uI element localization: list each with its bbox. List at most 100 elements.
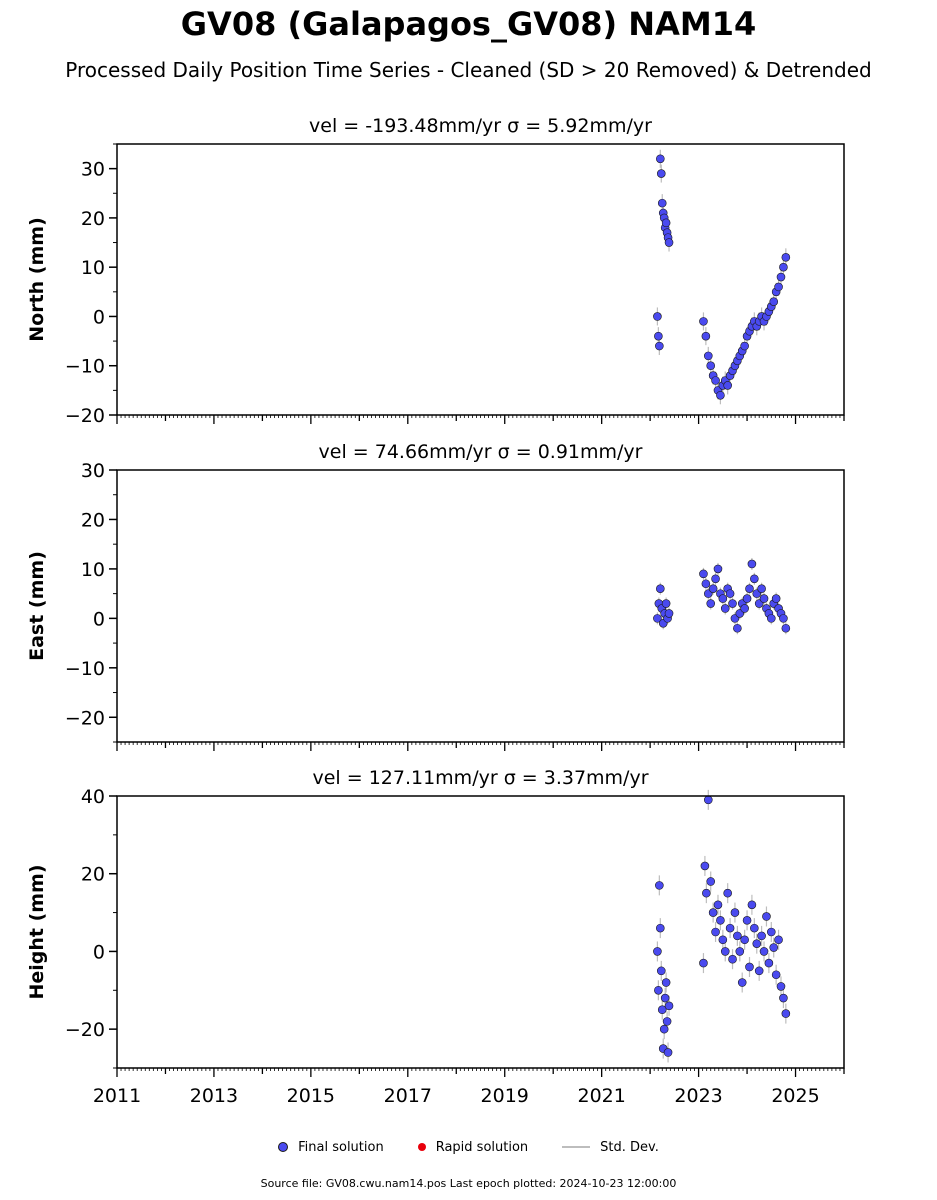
plot-frame-2 (116, 795, 845, 1069)
y-tick-label-0-3: 10 (81, 257, 105, 279)
plot-frame-1 (116, 469, 845, 743)
data-point (725, 923, 735, 933)
data-point (733, 623, 742, 633)
data-point (740, 341, 749, 351)
legend-rapid-label: Rapid solution (435, 1139, 529, 1155)
y-tick-label-0-1: −10 (65, 356, 105, 378)
legend: Final solution Rapid solution Std. Dev. (0, 1136, 937, 1158)
data-point (737, 978, 747, 987)
data-point (769, 297, 779, 306)
panel-title-1: vel = 74.66mm/yr σ = 0.91mm/yr (319, 441, 643, 463)
data-point (656, 966, 666, 976)
y-axis-label-2: Height (mm) (26, 864, 48, 999)
data-point (656, 169, 666, 178)
data-point (703, 351, 713, 361)
data-point (706, 877, 716, 886)
data-point (661, 218, 671, 228)
y-tick-label-2-2: 20 (81, 864, 105, 886)
page-subtitle: Processed Daily Position Time Series - C… (65, 58, 872, 82)
x-tick-label-6: 2023 (674, 1085, 722, 1107)
x-tick-label-4: 2019 (481, 1085, 529, 1107)
data-point (700, 861, 710, 871)
y-tick-label-1-4: 20 (81, 509, 105, 531)
data-point (718, 594, 728, 603)
legend-rapid: Rapid solution (417, 1139, 529, 1155)
data-point (657, 1005, 667, 1015)
data-point (776, 272, 786, 282)
data-point (716, 916, 725, 925)
data-point (656, 584, 665, 593)
legend-std: Std. Dev. (562, 1140, 659, 1155)
data-point (660, 993, 670, 1003)
data-point (742, 594, 752, 603)
data-point (733, 931, 742, 941)
x-tick-label-5: 2021 (577, 1085, 625, 1107)
std-dev-line-icon (562, 1146, 591, 1148)
data-point (759, 947, 769, 956)
y-tick-label-2-0: −20 (65, 1019, 105, 1041)
data-point (655, 881, 664, 890)
data-point (723, 888, 732, 898)
data-point (699, 958, 708, 968)
data-point (711, 927, 720, 937)
data-point (766, 614, 776, 623)
data-point (774, 282, 783, 292)
y-tick-label-1-3: 10 (81, 559, 105, 581)
y-tick-label-1-1: −10 (65, 658, 105, 680)
x-tick-label-7: 2025 (771, 1085, 819, 1107)
data-point (723, 381, 732, 390)
page-title: GV08 (Galapagos_GV08) NAM14 (180, 5, 757, 43)
data-point (779, 614, 788, 623)
y-tick-label-1-5: 30 (81, 460, 105, 482)
data-point (653, 312, 662, 321)
data-point (713, 564, 723, 574)
data-point (745, 584, 754, 593)
data-point (708, 908, 718, 917)
data-point (654, 985, 663, 995)
data-point (764, 958, 774, 968)
y-tick-label-1-2: 0 (93, 608, 105, 630)
data-point (730, 908, 740, 917)
data-point (664, 609, 674, 618)
data-point (718, 935, 728, 945)
data-point (747, 559, 757, 569)
data-point (711, 376, 720, 385)
data-point (661, 978, 671, 987)
y-tick-label-2-3: 40 (81, 786, 105, 808)
data-point (711, 574, 720, 584)
data-point (706, 361, 716, 371)
data-point (663, 1048, 673, 1057)
data-point (662, 1017, 672, 1026)
y-tick-label-0-2: 0 (93, 306, 105, 328)
data-point (771, 594, 781, 603)
data-point (735, 947, 745, 956)
y-tick-label-0-5: 30 (81, 159, 105, 181)
data-point (757, 931, 766, 941)
y-tick-label-1-0: −20 (65, 707, 105, 729)
final-solution-marker-icon (278, 1142, 289, 1152)
x-tick-label-2: 2015 (287, 1085, 335, 1107)
data-point (781, 623, 791, 633)
data-point (728, 599, 737, 608)
data-point (776, 982, 786, 991)
data-point (759, 594, 769, 603)
legend-std-label: Std. Dev. (600, 1139, 659, 1155)
data-point (779, 262, 788, 272)
data-point (659, 1024, 669, 1034)
data-point (713, 900, 723, 910)
data-point (656, 154, 665, 164)
data-point (754, 966, 764, 976)
data-point (716, 390, 725, 400)
y-axis-label-1: East (mm) (26, 551, 48, 661)
data-point (781, 1009, 791, 1018)
data-point (655, 341, 664, 351)
plot-frame-0 (116, 143, 845, 416)
data-point (781, 253, 791, 262)
data-point (664, 1001, 674, 1011)
data-point (654, 331, 663, 341)
y-tick-label-0-4: 20 (81, 208, 105, 230)
x-tick-label-1: 2013 (190, 1085, 238, 1107)
data-point (779, 993, 788, 1003)
source-footer: Source file: GV08.cwu.nam14.pos Last epo… (260, 1177, 677, 1190)
data-point (725, 589, 735, 598)
